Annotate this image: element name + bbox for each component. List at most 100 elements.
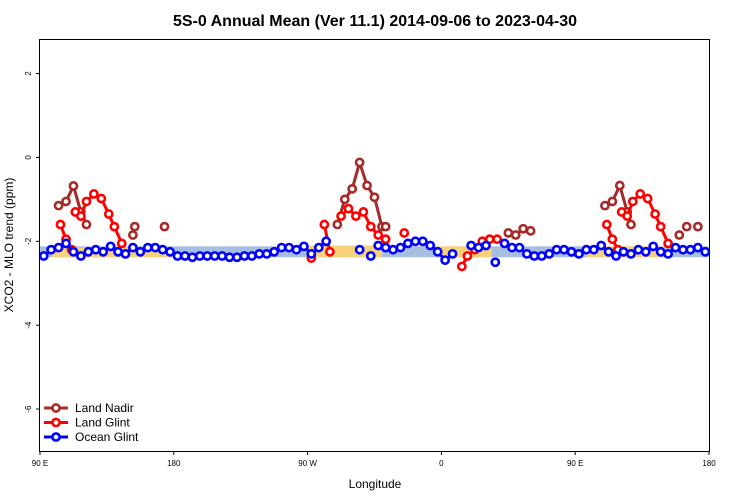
data-point [410,236,421,247]
data-point [81,219,92,230]
x-axis-label: Longitude [349,477,402,491]
data-point [109,221,120,232]
data-point [306,248,317,259]
y-tick-label: 0 [24,155,33,160]
x-axis: 90 E 180 90 W 0 90 E 180 [32,451,716,468]
data-point [313,242,324,253]
data-point [53,242,64,253]
data-point [466,240,477,251]
data-point [674,230,685,240]
data-point [194,251,205,261]
legend-label: Land Glint [75,416,130,430]
data-point [157,244,168,255]
data-point [202,251,213,261]
y-tick-label: -4 [24,321,33,329]
data-point [276,242,287,253]
data-point [362,180,372,191]
data-point [354,244,365,255]
data-point [358,207,369,217]
data-point [626,219,636,230]
data-point [159,221,170,232]
data-point [681,221,692,232]
data-point [663,248,674,259]
legend-item: Ocean Glint [44,430,139,444]
data-point [142,242,153,253]
y-axis: -6 -4 -2 0 2 [24,71,40,413]
series-land-glint [55,189,674,272]
data-point [518,223,529,234]
data-point [692,221,703,232]
data-point [224,252,235,263]
data-point [607,196,618,207]
data-point [635,189,646,199]
data-point [380,242,391,253]
data-point [456,261,467,272]
data-point [566,246,577,257]
data-point [510,230,521,240]
land-band-0 [51,247,174,258]
y-tick-label: -2 [24,237,33,245]
data-point [507,242,517,253]
data-point [284,242,294,253]
legend-swatch-marker [51,403,61,413]
x-tick-label: 90 W [298,459,317,468]
data-point [135,246,146,257]
data-point [678,244,688,255]
data-point [640,246,651,257]
data-point [321,236,332,247]
data-point [650,209,661,219]
data-point [514,242,525,253]
data-point [365,251,376,261]
data-point [481,240,491,251]
land-band-1 [307,245,382,258]
land-band-2 [435,246,492,258]
data-point [670,242,681,253]
data-point [633,244,644,255]
legend-label: Land Nadir [75,401,134,415]
data-point [399,228,410,238]
data-point [298,241,309,252]
data-point [336,211,346,222]
legend-swatch-marker [51,417,61,428]
data-point [369,192,380,203]
data-point [239,251,250,261]
data-point [232,252,242,263]
data-point [90,244,101,255]
data-point [75,211,86,222]
data-point [544,248,555,259]
data-point [105,241,116,252]
legend-item: Land Nadir [44,401,134,415]
data-point [165,246,175,257]
data-point [187,252,198,263]
data-point [55,219,66,230]
data-point [128,242,138,253]
data-point [627,196,638,207]
data-point [601,219,612,230]
data-point [529,251,540,261]
data-point [68,246,79,257]
data-point [388,244,398,255]
data-point [96,193,107,204]
data-point [172,251,183,261]
data-point [128,230,138,240]
data-point [68,181,79,191]
data-point [403,238,413,249]
legend-label: Ocean Glint [75,430,139,444]
plot-frame [39,39,710,452]
data-point [269,246,280,257]
data-point [648,241,659,252]
data-point [150,242,161,253]
data-point [373,230,384,240]
data-point [46,244,57,255]
data-point [83,246,94,257]
data-point [120,248,131,259]
data-point [373,240,384,251]
y-axis-label: XCO2 - MLO trend (ppm) [2,178,16,313]
data-point [380,234,391,245]
data-point [447,248,458,259]
data-point [425,240,436,251]
y-tick-label: -6 [24,405,33,413]
data-point [365,221,376,232]
